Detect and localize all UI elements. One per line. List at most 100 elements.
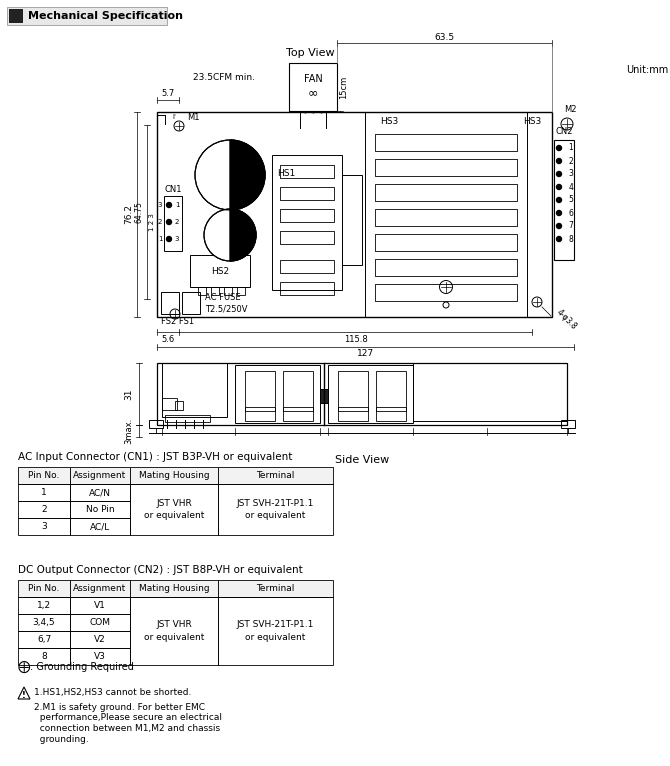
Bar: [338, 371, 368, 411]
Circle shape: [195, 140, 265, 210]
Text: 1.HS1,HS2,HS3 cannot be shorted.: 1.HS1,HS2,HS3 cannot be shorted.: [34, 688, 192, 696]
Bar: [70, 518, 130, 535]
Text: T2.5/250V: T2.5/250V: [205, 305, 247, 313]
Bar: [413, 363, 567, 421]
Bar: [18, 614, 70, 631]
Text: 4-φ3.8: 4-φ3.8: [555, 308, 579, 332]
Bar: [561, 420, 575, 428]
Text: 2: 2: [175, 219, 179, 225]
Bar: [18, 580, 70, 597]
Bar: [338, 407, 368, 421]
Text: Top View: Top View: [285, 48, 334, 58]
Text: 3,4,5: 3,4,5: [33, 618, 56, 627]
Text: M1: M1: [187, 113, 200, 123]
Text: AC/N: AC/N: [89, 488, 111, 497]
Circle shape: [167, 237, 172, 241]
Text: performance,Please secure an electrical: performance,Please secure an electrical: [34, 713, 222, 722]
Text: Pin No.: Pin No.: [28, 471, 60, 480]
Bar: [182, 292, 200, 314]
Text: M2: M2: [563, 106, 576, 114]
Text: Pin No.: Pin No.: [28, 584, 60, 593]
Bar: [280, 260, 334, 273]
Text: JST VHR
or equivalent: JST VHR or equivalent: [144, 620, 204, 642]
Bar: [283, 407, 313, 421]
Circle shape: [557, 237, 561, 241]
Text: JST SVH-21T-P1.1
or equivalent: JST SVH-21T-P1.1 or equivalent: [237, 499, 314, 520]
Text: 7: 7: [569, 221, 574, 231]
Text: CN1: CN1: [164, 185, 182, 195]
Text: 6: 6: [569, 208, 574, 218]
Text: 8: 8: [41, 652, 47, 661]
Bar: [289, 63, 337, 111]
Text: V1: V1: [94, 601, 106, 610]
Text: FAN: FAN: [304, 74, 322, 84]
Circle shape: [167, 202, 172, 208]
Text: 1: 1: [157, 236, 162, 242]
Circle shape: [204, 209, 256, 261]
Bar: [70, 501, 130, 518]
Text: 64.75: 64.75: [135, 201, 143, 223]
Bar: [130, 467, 218, 484]
Bar: [70, 614, 130, 631]
Circle shape: [167, 220, 172, 224]
Text: HS2: HS2: [211, 267, 229, 276]
Text: 3: 3: [569, 169, 574, 178]
Bar: [175, 401, 183, 410]
Text: 8: 8: [569, 234, 574, 244]
Bar: [157, 363, 567, 425]
Text: Unit:mm: Unit:mm: [626, 65, 668, 75]
Bar: [245, 407, 275, 421]
Text: 115.8: 115.8: [344, 335, 367, 343]
Text: HS1: HS1: [277, 169, 295, 178]
Text: Assignment: Assignment: [74, 471, 127, 480]
Bar: [130, 484, 218, 535]
Text: 2: 2: [569, 156, 574, 165]
Bar: [18, 467, 70, 484]
Bar: [235, 365, 320, 423]
Bar: [218, 597, 333, 665]
Circle shape: [557, 224, 561, 228]
Bar: [130, 580, 218, 597]
Text: 4: 4: [569, 182, 574, 192]
Text: 2: 2: [41, 505, 47, 514]
Text: AC/L: AC/L: [90, 522, 110, 531]
Bar: [328, 365, 413, 423]
Bar: [280, 231, 334, 244]
Text: AC FUSE: AC FUSE: [205, 293, 241, 302]
Text: 2: 2: [158, 219, 162, 225]
Circle shape: [557, 146, 561, 150]
Bar: [218, 484, 333, 535]
Text: 23.5CFM min.: 23.5CFM min.: [193, 74, 255, 83]
Bar: [218, 467, 333, 484]
Bar: [198, 287, 206, 295]
Bar: [164, 196, 182, 251]
Text: JST SVH-21T-P1.1
or equivalent: JST SVH-21T-P1.1 or equivalent: [237, 620, 314, 642]
Text: V3: V3: [94, 652, 106, 661]
Text: CN2: CN2: [555, 127, 573, 136]
Bar: [245, 371, 275, 411]
Circle shape: [557, 185, 561, 189]
Bar: [280, 165, 334, 178]
Bar: [280, 187, 334, 200]
Bar: [70, 484, 130, 501]
Bar: [375, 184, 517, 201]
Text: !: !: [22, 690, 26, 699]
Bar: [280, 282, 334, 295]
Text: No Pin: No Pin: [86, 505, 115, 514]
Text: 31: 31: [125, 388, 133, 400]
Bar: [376, 371, 406, 411]
Polygon shape: [230, 209, 256, 261]
Text: Assignment: Assignment: [74, 584, 127, 593]
Circle shape: [557, 159, 561, 163]
Bar: [554, 140, 574, 260]
Polygon shape: [230, 140, 265, 210]
Text: 5: 5: [569, 195, 574, 205]
Bar: [18, 484, 70, 501]
Text: Side View: Side View: [335, 455, 389, 465]
Text: Mating Housing: Mating Housing: [139, 584, 209, 593]
Bar: [70, 597, 130, 614]
Bar: [18, 518, 70, 535]
Text: Terminal: Terminal: [257, 584, 295, 593]
Text: AC Input Connector (CN1) : JST B3P-VH or equivalent: AC Input Connector (CN1) : JST B3P-VH or…: [18, 452, 292, 462]
Text: ⨁: ⨁: [18, 660, 31, 673]
